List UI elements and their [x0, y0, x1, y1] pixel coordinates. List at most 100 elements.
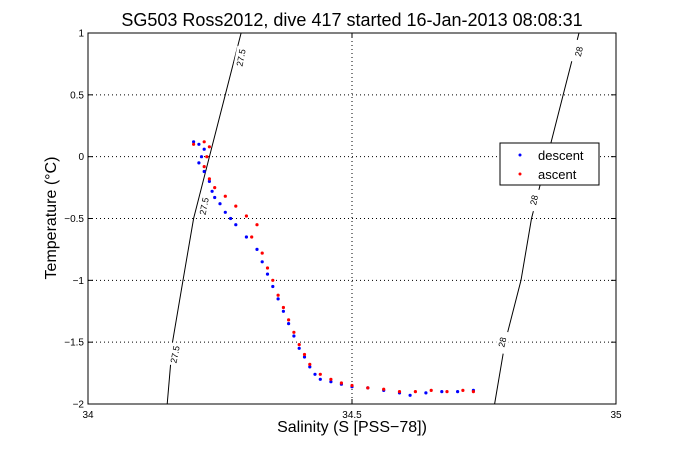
- density-contours: 27.5 27.5 27.5 28 28 28: [166, 32, 588, 405]
- ascent-point-15: [276, 293, 280, 297]
- contour-label-0-2: 27.5: [235, 48, 248, 67]
- contour-label-1-0: 28: [496, 336, 508, 348]
- descent-point-21: [292, 334, 296, 338]
- ascent-point-14: [271, 278, 275, 282]
- descent-point-13: [244, 235, 248, 239]
- contour-label-0-0: 27.5: [169, 345, 182, 364]
- legend: descent ascent: [499, 142, 600, 186]
- descent-point-22: [297, 346, 301, 350]
- ascent-point-31: [445, 390, 449, 394]
- contour-label-0-1: 27.5: [198, 197, 211, 216]
- series-ascent: [192, 140, 475, 394]
- legend-label-ascent: ascent: [538, 167, 577, 182]
- descent-point-26: [318, 377, 322, 381]
- contour-label-bg-0-1: [196, 194, 213, 219]
- ascent-point-10: [255, 223, 259, 227]
- descent-point-12: [234, 223, 238, 227]
- ascent-point-3: [205, 155, 209, 159]
- ascent-point-9: [244, 214, 248, 218]
- ascent-point-21: [308, 362, 312, 366]
- x-tick-label-1: 34.5: [342, 410, 362, 421]
- descent-point-20: [287, 322, 291, 326]
- contour-label-bg-0-0: [167, 342, 184, 367]
- ascent-point-27: [382, 387, 386, 391]
- ascent-point-24: [339, 381, 343, 385]
- descent-point-24: [308, 365, 312, 369]
- contour-label-bg-1-2: [570, 39, 588, 64]
- descent-point-18: [276, 297, 280, 301]
- y-tick-label-1: 0.5: [70, 90, 84, 101]
- ascent-point-20: [302, 352, 307, 357]
- ascent-point-1: [202, 140, 206, 144]
- descent-point-14: [255, 247, 259, 251]
- descent-point-6: [207, 179, 211, 183]
- descent-point-11: [229, 216, 233, 221]
- descent-point-23: [302, 355, 307, 359]
- x-tick-label-0: 34: [82, 410, 94, 421]
- legend-box: [499, 142, 600, 186]
- descent-point-3: [199, 155, 204, 159]
- descent-point-36: [456, 390, 460, 394]
- descent-point-2: [202, 147, 206, 151]
- ascent-point-18: [292, 330, 296, 334]
- ascent-point-4: [202, 165, 206, 169]
- descent-point-19: [281, 309, 285, 313]
- descent-point-10: [223, 210, 227, 214]
- descent-point-8: [213, 195, 217, 200]
- ascent-point-0: [192, 142, 196, 146]
- legend-marker-descent: [518, 153, 522, 157]
- contour-line-0: [166, 32, 242, 405]
- x-axis-label: Salinity (S [PSS−78]): [277, 419, 427, 436]
- descent-point-5: [202, 169, 206, 174]
- ascent-point-23: [329, 377, 333, 381]
- contour-label-1-1: 28: [528, 194, 540, 206]
- ascent-point-6: [213, 186, 217, 190]
- ascent-point-19: [297, 343, 301, 347]
- descent-point-34: [424, 391, 428, 395]
- data-series: [192, 140, 475, 397]
- ascent-point-12: [260, 251, 264, 255]
- contour-label-1-2: 28: [573, 46, 585, 58]
- ascent-point-5: [207, 177, 211, 181]
- ascent-point-30: [429, 388, 433, 392]
- ascent-point-13: [265, 266, 270, 270]
- descent-point-33: [408, 393, 412, 397]
- ascent-point-22: [318, 372, 322, 376]
- descent-point-15: [260, 260, 264, 264]
- y-tick-label-0: 1: [78, 29, 84, 40]
- ascent-point-32: [461, 388, 465, 392]
- ascent-point-7: [223, 194, 227, 198]
- descent-point-9: [218, 202, 222, 206]
- ascent-point-8: [234, 204, 238, 208]
- legend-label-descent: descent: [538, 148, 584, 163]
- ascent-point-28: [397, 390, 402, 394]
- y-tick-label-4: −1: [73, 276, 85, 287]
- ascent-point-26: [366, 386, 370, 390]
- descent-point-27: [329, 380, 333, 384]
- y-tick-label-6: −2: [73, 400, 85, 411]
- descent-point-17: [271, 284, 275, 289]
- descent-point-4: [197, 161, 201, 165]
- chart-title: SG503 Ross2012, dive 417 started 16-Jan-…: [121, 10, 582, 30]
- y-tick-label-5: −1.5: [64, 338, 84, 349]
- ascent-point-33: [471, 390, 475, 394]
- ascent-point-25: [350, 383, 354, 388]
- ascent-point-2: [207, 145, 211, 149]
- descent-point-16: [265, 272, 270, 276]
- grid: [88, 33, 616, 404]
- descent-point-35: [440, 390, 444, 394]
- y-axis-label: Temperature (°C): [43, 157, 60, 280]
- ascent-point-17: [287, 318, 291, 322]
- descent-point-1: [197, 142, 201, 146]
- y-tick-label-3: −0.5: [64, 214, 84, 225]
- ascent-point-11: [250, 235, 254, 239]
- contour-label-bg-1-1: [525, 187, 543, 213]
- descent-point-25: [313, 372, 317, 376]
- legend-marker-ascent: [518, 172, 522, 176]
- axis-ticks: 34 34.5 35 1 0.5 0 −0.5 −1 −1.5 −2: [64, 29, 622, 422]
- contour-label-bg-0-2: [233, 45, 250, 70]
- descent-point-0: [192, 140, 196, 144]
- x-tick-label-2: 35: [610, 410, 622, 421]
- contour-label-bg-1-0: [494, 330, 511, 355]
